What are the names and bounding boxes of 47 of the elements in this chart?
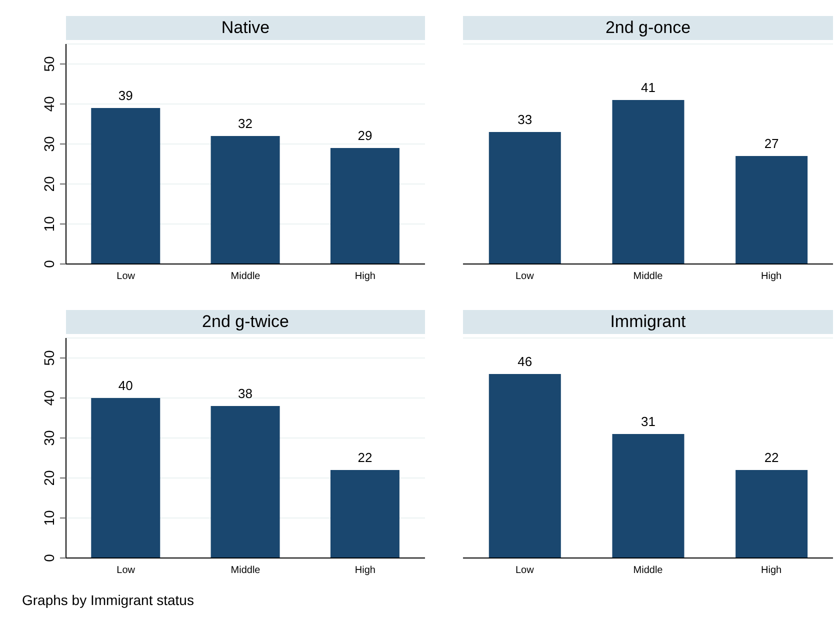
data-label: 39 bbox=[118, 88, 133, 103]
data-label: 41 bbox=[641, 80, 656, 95]
x-tick-label: Middle bbox=[633, 271, 664, 282]
bar bbox=[330, 470, 400, 558]
bar bbox=[210, 136, 280, 264]
chart-title: 2nd g-once bbox=[463, 16, 833, 40]
x-tick-label: High bbox=[761, 271, 782, 282]
y-tick-label: 20 bbox=[41, 176, 57, 192]
data-label: 40 bbox=[118, 378, 133, 393]
y-tick-label: 10 bbox=[41, 510, 57, 526]
y-tick-label: 50 bbox=[41, 56, 57, 72]
x-tick-label: High bbox=[354, 565, 376, 576]
x-tick-label: Low bbox=[515, 565, 535, 576]
x-tick-label: Low bbox=[116, 271, 136, 282]
y-tick-label: 40 bbox=[41, 390, 57, 406]
data-label: 22 bbox=[764, 450, 779, 465]
x-tick-label: High bbox=[354, 271, 376, 282]
y-tick-label: 10 bbox=[41, 216, 57, 232]
y-tick-label: 50 bbox=[41, 350, 57, 366]
x-tick-label: Low bbox=[116, 565, 136, 576]
y-tick-label: 0 bbox=[41, 260, 57, 268]
bar bbox=[91, 398, 160, 558]
data-label: 46 bbox=[518, 354, 532, 369]
y-tick-label: 40 bbox=[41, 96, 57, 112]
x-tick-label: High bbox=[761, 565, 782, 576]
y-tick-label: 20 bbox=[41, 470, 57, 486]
bar bbox=[210, 406, 280, 558]
data-label: 32 bbox=[238, 116, 253, 131]
chart-title: 2nd g-twice bbox=[66, 310, 425, 334]
data-label: 29 bbox=[358, 128, 372, 143]
data-label: 38 bbox=[238, 386, 253, 401]
text: Graphs by Immigrant status bbox=[22, 592, 194, 608]
bar bbox=[330, 148, 400, 264]
bar bbox=[91, 108, 160, 264]
data-label: 22 bbox=[358, 450, 372, 465]
x-tick-label: Middle bbox=[230, 271, 261, 282]
y-tick-label: 30 bbox=[41, 136, 57, 152]
chart-title: Immigrant bbox=[463, 310, 833, 334]
chart-title: Native bbox=[66, 16, 425, 40]
data-label: 27 bbox=[764, 136, 779, 151]
x-tick-label: Middle bbox=[230, 565, 261, 576]
data-label: 31 bbox=[641, 414, 656, 429]
data-label: 33 bbox=[518, 112, 532, 127]
x-tick-label: Middle bbox=[633, 565, 664, 576]
x-tick-label: Low bbox=[515, 271, 535, 282]
y-tick-label: 0 bbox=[41, 554, 57, 562]
y-tick-label: 30 bbox=[41, 430, 57, 446]
